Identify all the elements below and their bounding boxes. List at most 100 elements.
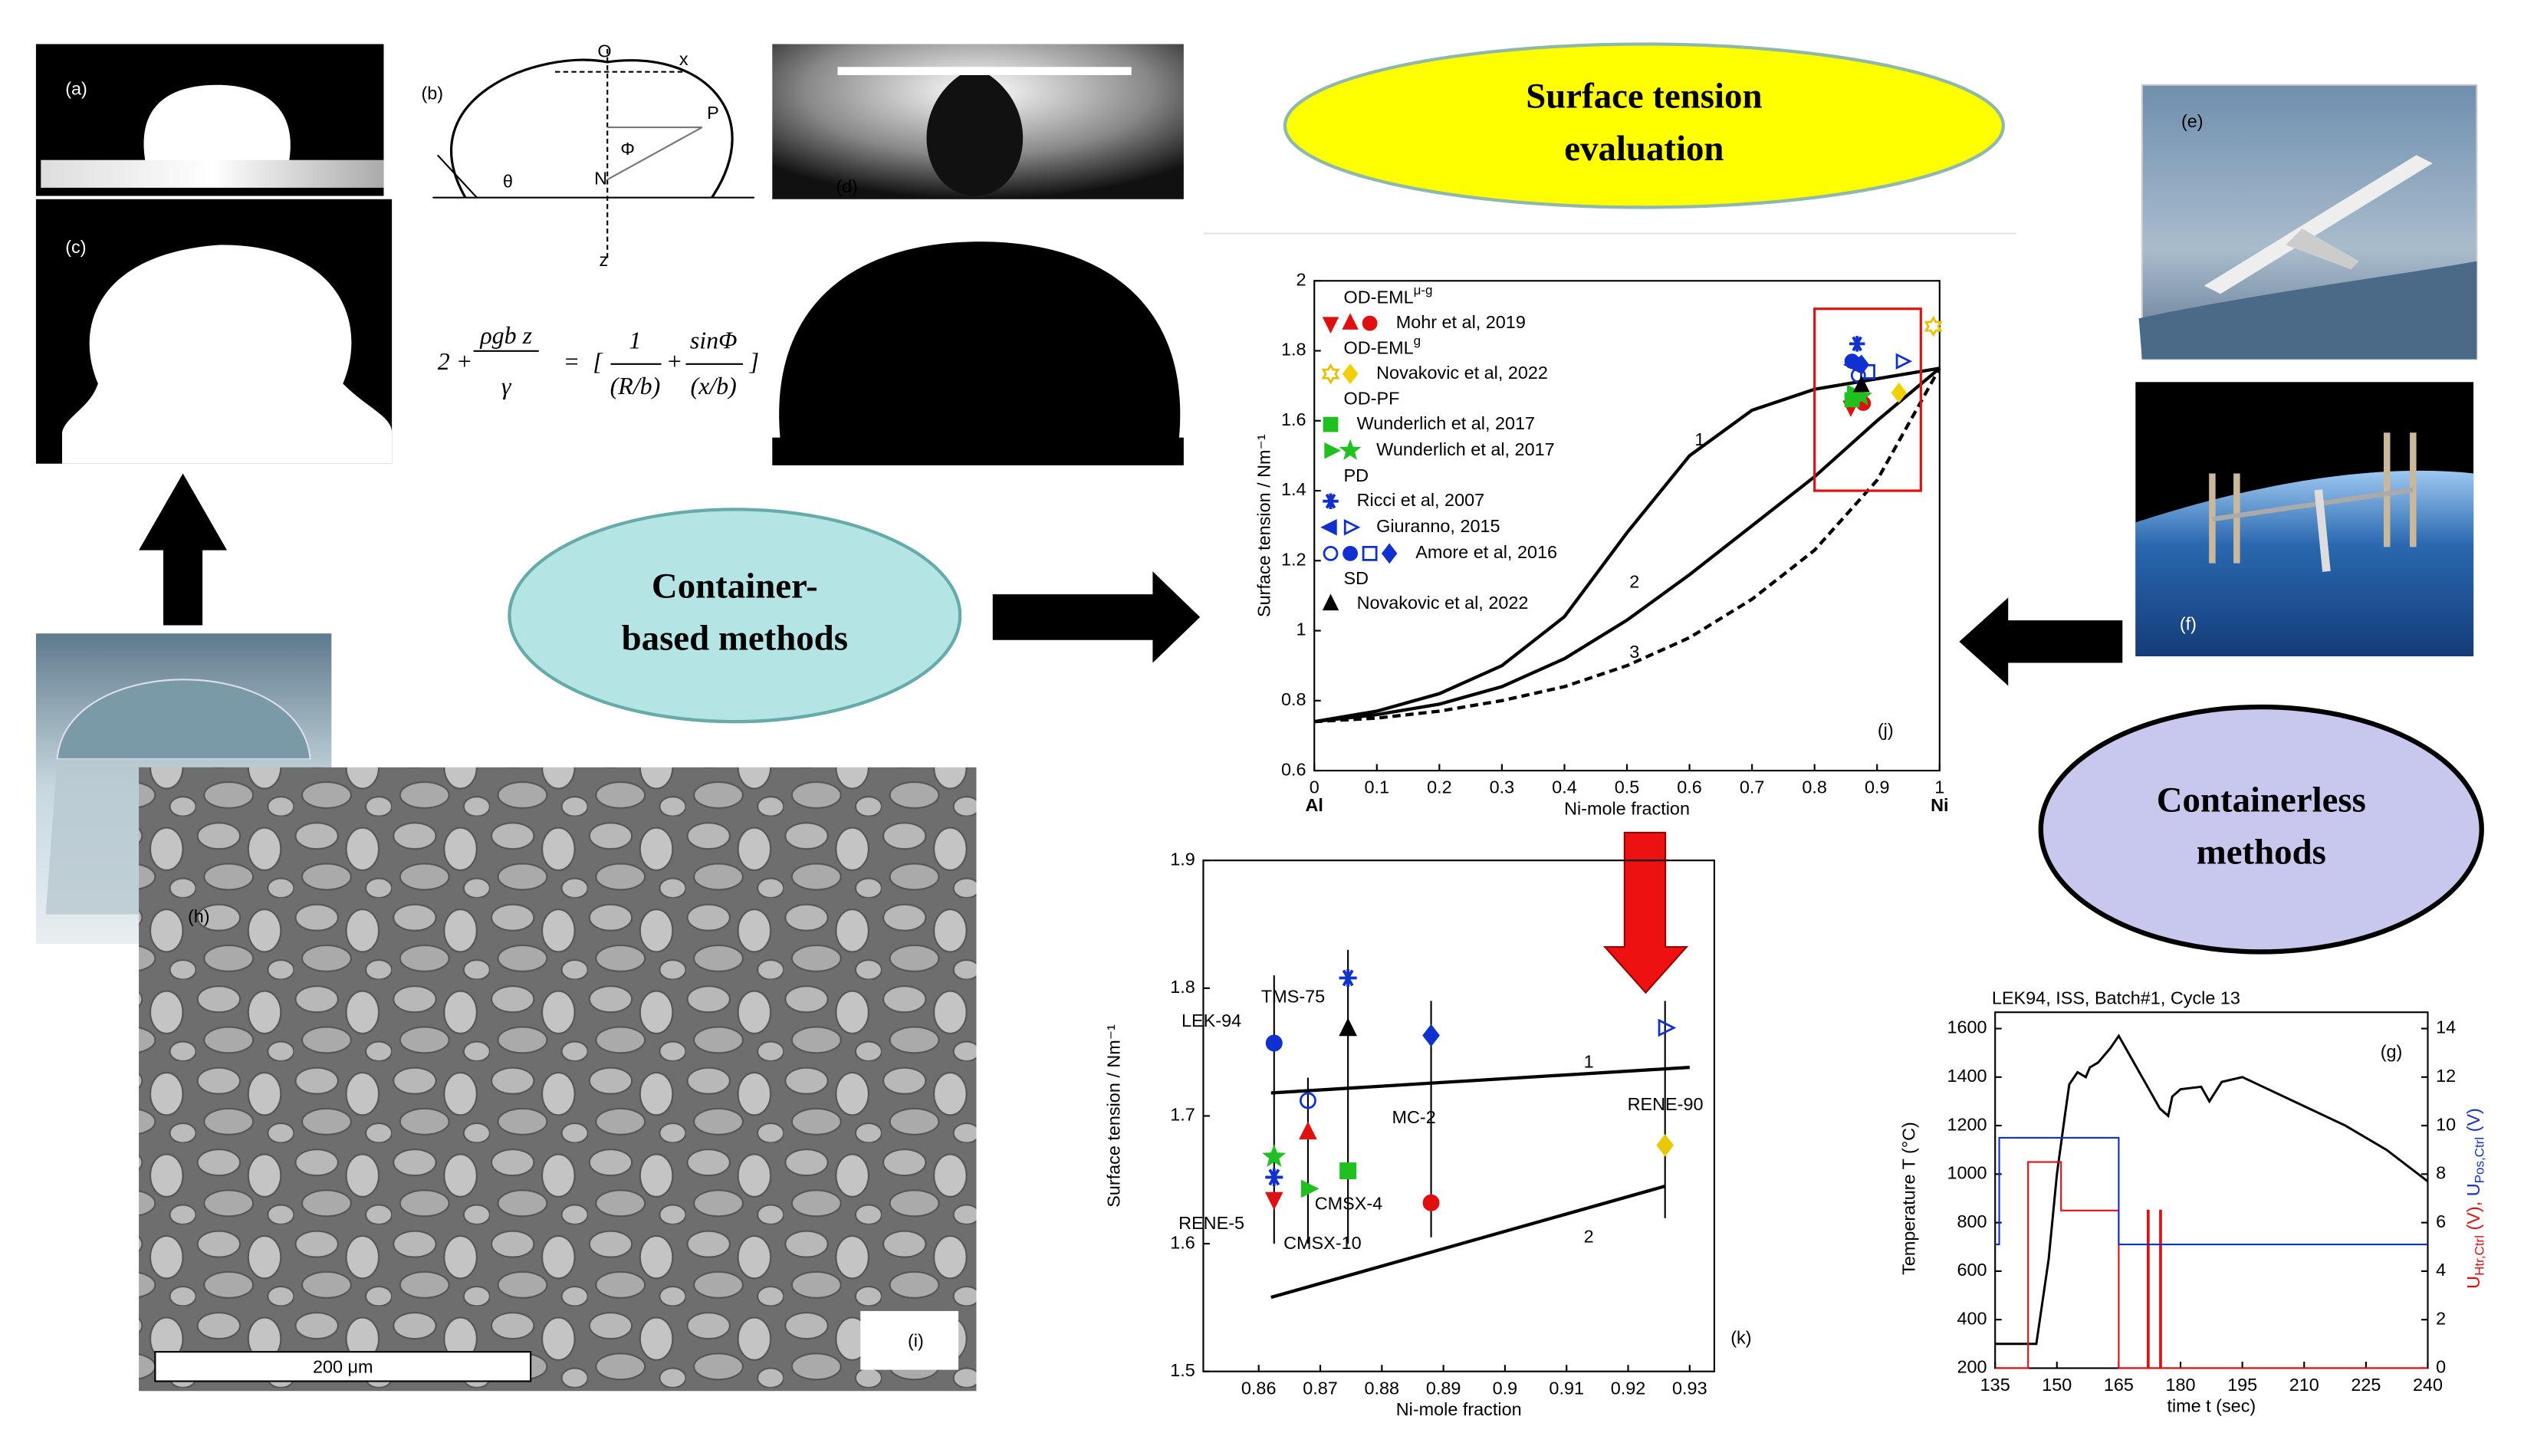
- y2-label-text: U: [2463, 1276, 2483, 1289]
- drop: [56, 679, 311, 761]
- alloy-label: CMSX-4: [1315, 1194, 1382, 1214]
- alloy-label: LEK-94: [1181, 1011, 1241, 1030]
- diagram-label: x: [679, 49, 689, 69]
- x-tick-label: 0.88: [1365, 1378, 1400, 1398]
- point: [1339, 1017, 1357, 1037]
- equation-part: γ: [501, 373, 512, 399]
- y-tick-label: 1000: [1947, 1163, 1987, 1183]
- y-tick-label: 1.2: [1281, 549, 1306, 569]
- axis-end-label: Ni: [1931, 795, 1948, 815]
- y-tick-label: 1400: [1947, 1066, 1987, 1086]
- point: [1658, 1018, 1677, 1037]
- legend-marker: [1342, 313, 1359, 330]
- alloy-label: RENE-90: [1628, 1094, 1704, 1114]
- point: [1853, 375, 1870, 393]
- legend-marker: [1322, 317, 1339, 334]
- oval-text: Surface tension: [1526, 77, 1762, 117]
- oval-text: Container-: [652, 566, 818, 606]
- y-tick-label: 1.8: [1281, 340, 1306, 360]
- sessile-drop: [779, 242, 1181, 441]
- arrow-right: [992, 571, 1201, 663]
- y-tick-label: 1.5: [1170, 1360, 1195, 1380]
- x-tick-label: 0.2: [1427, 777, 1452, 797]
- line-label: 1: [1584, 1051, 1594, 1071]
- legend-group-title-text: PD: [1344, 465, 1369, 485]
- x-tick-label: 240: [2413, 1375, 2443, 1395]
- line: [1995, 1161, 2428, 1369]
- equation-part: sinΦ: [690, 327, 738, 354]
- legend-marker: [1362, 315, 1378, 331]
- x-tick-label: 0.4: [1552, 777, 1577, 797]
- y2-tick-label: 2: [2436, 1308, 2446, 1328]
- y-tick-label: 1.6: [1170, 1232, 1195, 1252]
- normal: [606, 127, 703, 181]
- panel-label: (d): [836, 176, 858, 196]
- equation-part: ]: [749, 348, 759, 375]
- legend-group-title-text: OD-EML: [1344, 288, 1414, 307]
- oval-text: evaluation: [1564, 129, 1724, 169]
- equation-part: (R/b): [610, 373, 661, 399]
- equation-part: =: [564, 348, 580, 375]
- y-tick-label: 200: [1957, 1357, 1987, 1377]
- y2-tick-label: 6: [2436, 1211, 2446, 1231]
- point: [1895, 353, 1913, 370]
- droplet: [143, 84, 291, 170]
- legend-entry: Giuranno, 2015: [1376, 516, 1500, 536]
- legend-marker: [1362, 545, 1378, 561]
- point: [1849, 336, 1865, 352]
- line-label: 2: [1584, 1226, 1594, 1246]
- y-axis-label: Surface tension / Nm⁻¹: [1254, 434, 1274, 617]
- x-tick-label: 165: [2104, 1375, 2134, 1395]
- legend-group-title-text: OD-EML: [1344, 338, 1414, 358]
- x-tick-label: 0.8: [1802, 777, 1827, 797]
- drop-profile: [450, 58, 734, 199]
- panel-label: (g): [2381, 1042, 2403, 1062]
- legend-marker: [1322, 593, 1339, 611]
- diagram-label: θ: [503, 172, 513, 192]
- legend-marker: [1320, 519, 1337, 536]
- scale-bar: [154, 1351, 532, 1382]
- photo-i: [139, 767, 977, 1392]
- y2-tick-label: 4: [2436, 1260, 2446, 1280]
- diagram-label: z: [600, 250, 609, 270]
- panel-label: (e): [2181, 111, 2204, 131]
- point: [1891, 382, 1908, 403]
- x-tick-label: 0.9: [1865, 777, 1890, 797]
- point: [1299, 1092, 1316, 1109]
- arrow-up: [139, 473, 228, 626]
- y-tick-label: 1200: [1947, 1114, 1987, 1134]
- legend-group-title: SD: [1344, 568, 1369, 588]
- panel-label: (a): [65, 78, 87, 98]
- point: [1265, 1034, 1283, 1052]
- substrate: [41, 159, 384, 188]
- equation-part: (x/b): [690, 373, 736, 399]
- legend-marker: [1323, 416, 1339, 432]
- y2-label-after: (V),: [2463, 1196, 2483, 1235]
- x-tick-label: 195: [2227, 1375, 2257, 1395]
- legend-marker: [1343, 545, 1358, 561]
- x-tick-label: 0.93: [1672, 1378, 1707, 1398]
- oval: [1283, 42, 2005, 209]
- equation-part: [: [593, 348, 603, 375]
- alloy-label: CMSX-10: [1283, 1233, 1361, 1253]
- oval: [508, 508, 962, 724]
- line: [1270, 1066, 1690, 1095]
- tangent: [436, 154, 478, 199]
- legend-entry: Wunderlich et al, 2017: [1376, 439, 1554, 459]
- legend-marker: [1323, 545, 1339, 561]
- curve-label: 1: [1694, 429, 1704, 449]
- point: [1422, 1194, 1440, 1211]
- legend-entry: Wunderlich et al, 2017: [1357, 413, 1535, 433]
- x-tick-label: 0: [1310, 777, 1320, 797]
- legend-group-title: OD-EMLμ-g: [1344, 283, 1433, 307]
- y-tick-label: 1: [1297, 620, 1306, 639]
- y2-tick-label: 10: [2436, 1114, 2456, 1134]
- panel-label: (b): [421, 84, 443, 104]
- x-tick-label: 0.5: [1615, 777, 1640, 797]
- point: [1656, 1134, 1674, 1157]
- y-tick-label: 1.8: [1170, 977, 1195, 997]
- legend-entry: Ricci et al, 2007: [1357, 490, 1485, 510]
- legend-entry: Amore et al, 2016: [1415, 542, 1557, 562]
- legend-entry: Novakovic et al, 2022: [1376, 363, 1548, 383]
- curve-label: 2: [1629, 571, 1639, 591]
